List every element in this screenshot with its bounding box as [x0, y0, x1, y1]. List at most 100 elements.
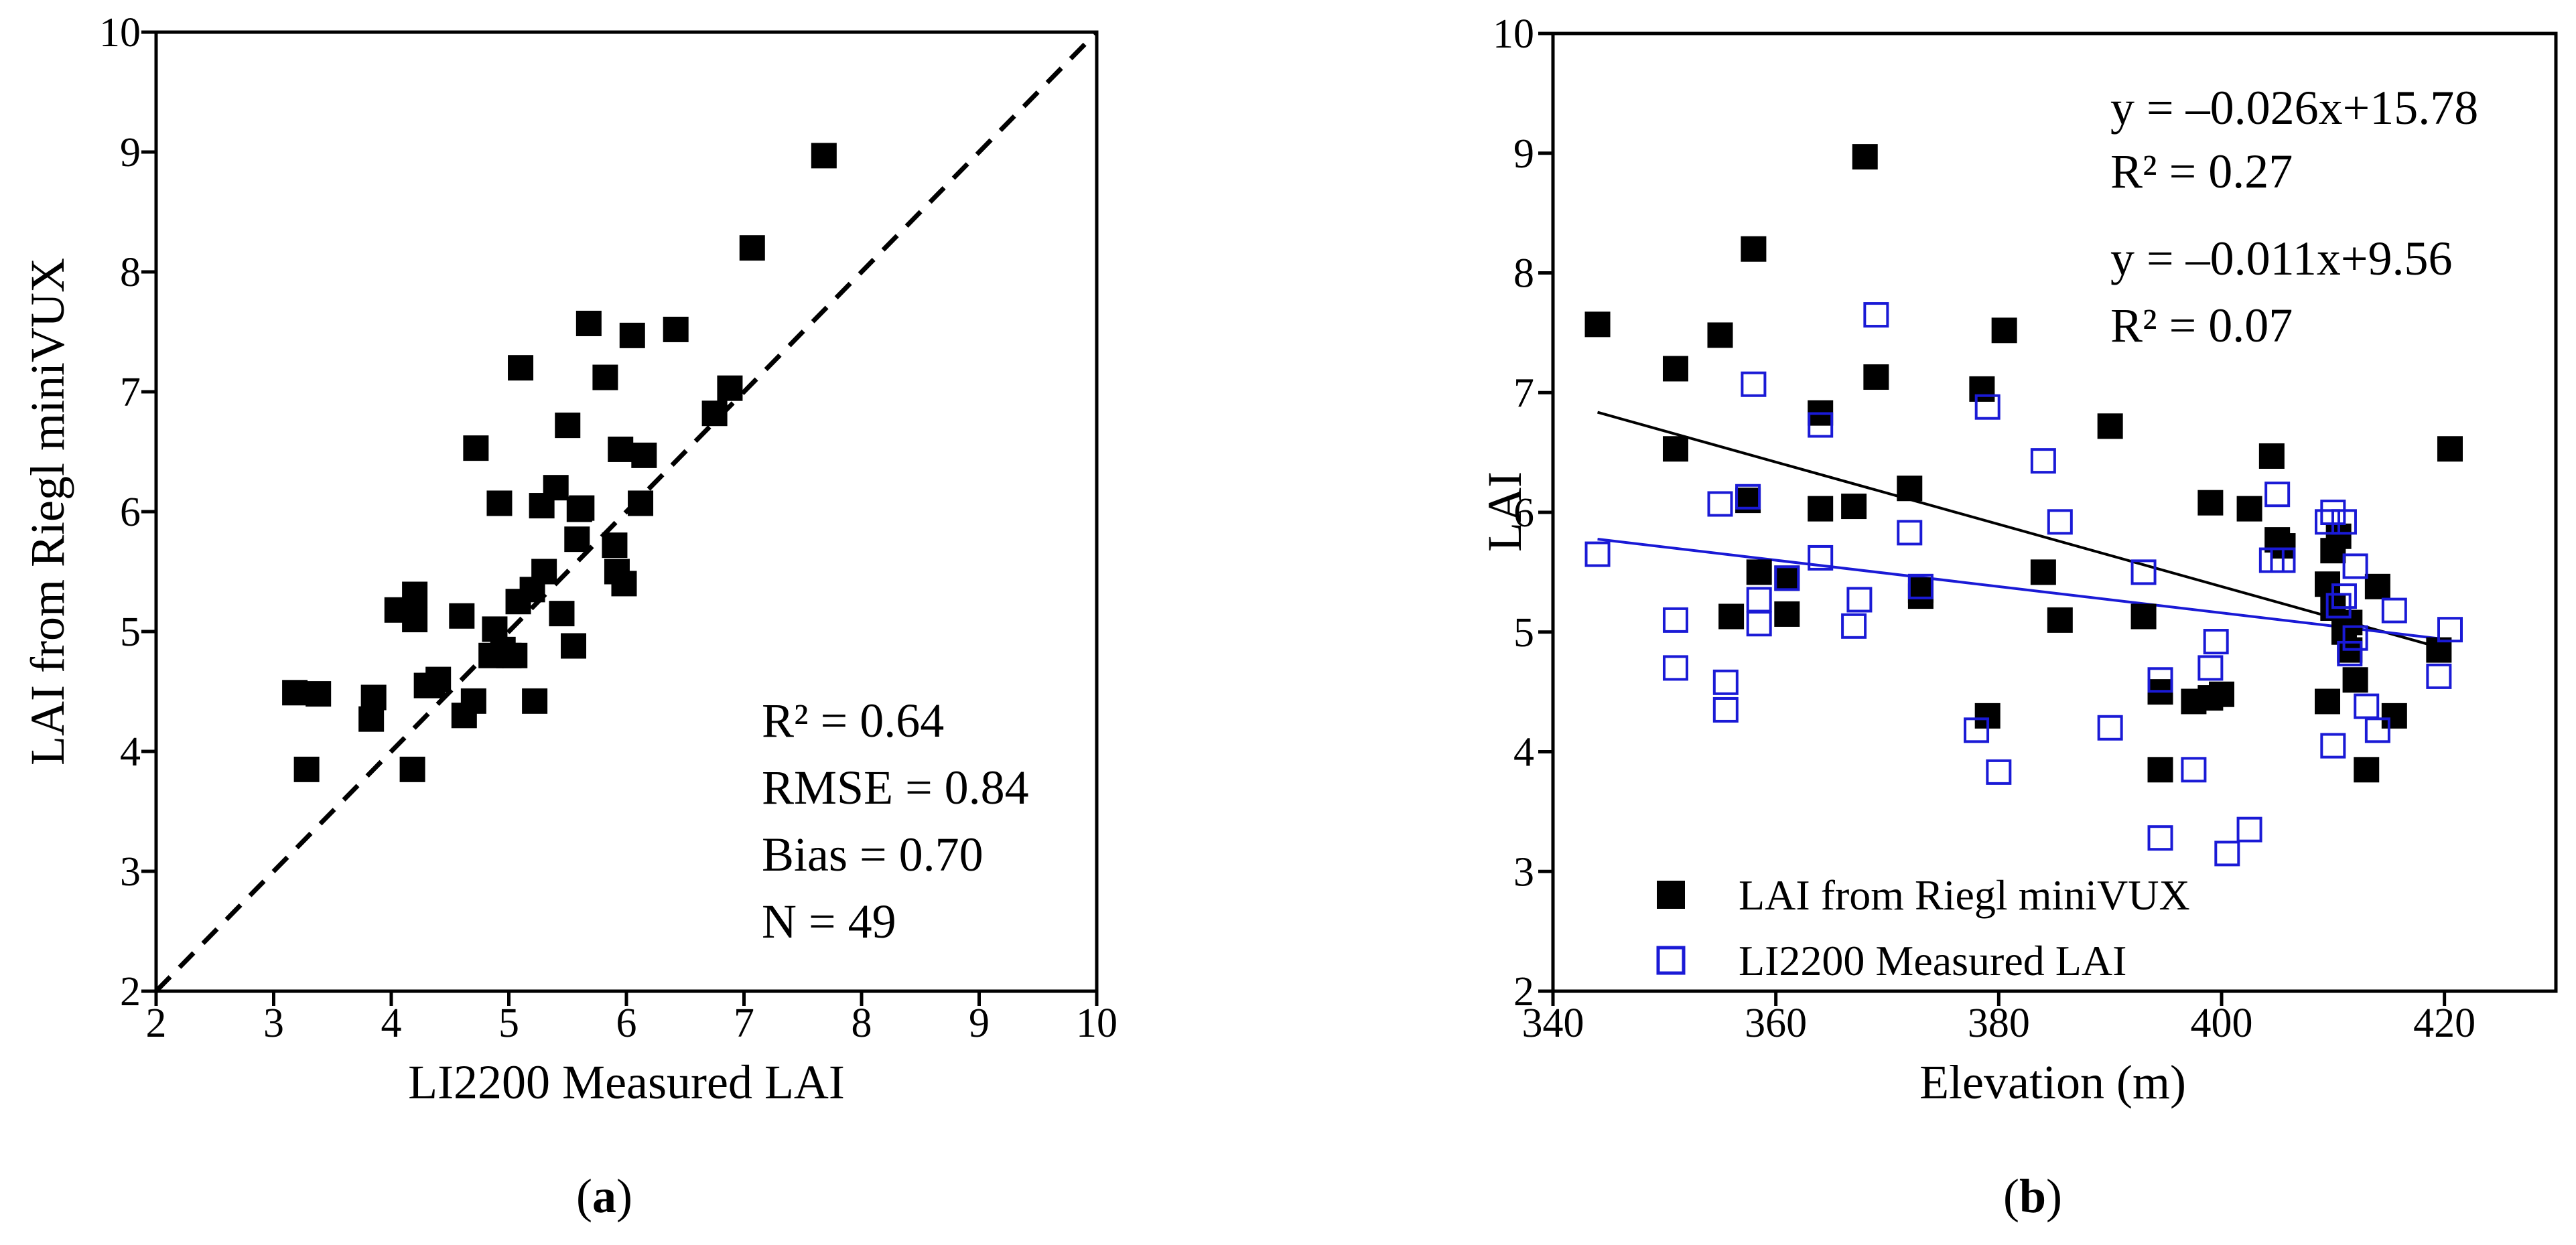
panel-b-x-tick-label: 400	[2191, 1001, 2253, 1046]
panel-b-riegl-point	[2342, 667, 2368, 693]
panel-a-caption: (a)	[576, 1169, 632, 1223]
panel-a-data-point	[561, 633, 587, 659]
panel-b-li2200-fit-equation: y = –0.011x+9.56	[2110, 232, 2453, 285]
panel-a-data-point	[608, 436, 634, 462]
panel-b-li2200-point	[2130, 559, 2157, 585]
panel-a-data-point	[811, 143, 837, 169]
panel-b-riegl-fit-line	[1597, 411, 2445, 650]
panel-a-data-point	[575, 310, 602, 336]
panel-a-data-point	[402, 581, 428, 607]
panel-b-riegl-point	[2147, 757, 2173, 783]
panel-a-data-point	[611, 571, 637, 597]
panel-b-li2200-point	[2181, 757, 2207, 783]
panel-b-li2200-point	[1707, 491, 1733, 517]
panel-b-riegl-point	[1746, 559, 1772, 585]
panel-b-li2200-point	[2426, 663, 2452, 689]
panel-a-data-point	[566, 496, 592, 522]
panel-b-li2200-point	[2315, 509, 2341, 535]
panel-b-y-tick-label: 3	[1513, 849, 1534, 895]
panel-b-li2200-point	[1735, 484, 1761, 510]
panel-a-data-point	[628, 490, 654, 516]
panel-b-y-tick-label: 8	[1513, 251, 1534, 297]
panel-a-data-point	[717, 375, 743, 401]
panel-b-li2200-point	[1741, 371, 1767, 397]
panel-a-data-point	[663, 316, 689, 342]
panel-a-data-point	[496, 642, 522, 668]
panel-b-y-axis-title: LAI	[1478, 471, 1532, 552]
panel-b-x-tick-label: 360	[1745, 1001, 1807, 1046]
panel-b-li2200-point	[2270, 547, 2296, 573]
panel-b-li2200-point	[1746, 587, 1772, 613]
panel-b-riegl-point	[2030, 559, 2056, 585]
panel-a-data-point	[449, 603, 475, 629]
panel-a-data-point	[522, 688, 548, 714]
panel-b-plot-frame	[1551, 31, 2558, 993]
panel-b-li2200-point	[2203, 629, 2229, 655]
legend-li2200-label: LI2200 Measured LAI	[1739, 937, 2126, 984]
panel-b-fit-lines	[1597, 411, 2445, 650]
panel-a-y-axis-title: LAI from Riegl miniVUX	[21, 258, 74, 765]
panel-b-li2200-point	[2214, 840, 2240, 867]
panel-b-li2200-point	[2331, 509, 2357, 535]
panel-b-riegl-point	[2097, 413, 2123, 439]
panel-b-y-ticks: 2 3 4 5 6 7 8 9 10	[1493, 11, 1553, 1015]
panel-b-riegl-point	[1741, 236, 1767, 262]
panel-a-one-to-one-line	[154, 30, 1099, 993]
panel-b-riegl-point	[2236, 496, 2262, 522]
panel-b-li2200-point	[1712, 697, 1739, 723]
panel-a-data-point	[592, 364, 618, 390]
panel-a-data-point	[358, 706, 385, 732]
panel-b-li2200-point	[2325, 593, 2352, 619]
panel-a-y-tick-label: 8	[120, 250, 141, 295]
panel-b-li2200-point	[2342, 625, 2368, 651]
panel-b-li2200-point	[1584, 541, 1611, 567]
panel-a-data-point	[531, 559, 557, 585]
panel-b-riegl-point	[2209, 681, 2234, 707]
panel-b-riegl-point	[1584, 311, 1611, 338]
panel-b-chart: 340 360 380 400 420 2 3 4 5 6 7 8 9 10 Elevation (m)…	[1478, 11, 2558, 1223]
panel-b-x-tick-label: 420	[2413, 1001, 2476, 1046]
panel-b-li2200-fit-r2: R² = 0.07	[2110, 299, 2293, 352]
panel-a-data-point	[602, 532, 628, 559]
panel-b-riegl-point	[1969, 376, 1995, 402]
panel-a-data-point	[543, 475, 569, 501]
panel-b-li2200-point	[1863, 302, 1889, 328]
panel-b-li2200-point	[2342, 553, 2368, 579]
panel-b-riegl-point	[1841, 494, 1867, 520]
panel-b-li2200-point	[1662, 607, 1688, 633]
panel-a-x-tick-label: 2	[146, 1001, 167, 1046]
panel-b-li2200-point	[1897, 520, 1923, 546]
panel-b-y-tick-label: 5	[1513, 610, 1534, 656]
panel-b-riegl-point	[1991, 317, 2017, 344]
panel-b-li2200-point	[1964, 717, 1990, 743]
panel-b-y-tick-label: 7	[1513, 370, 1534, 416]
panel-a-data-point	[619, 322, 645, 348]
panel-b-li2200-point	[1974, 394, 2001, 420]
panel-a-stat-rmse: RMSE = 0.84	[762, 761, 1029, 814]
panel-a-x-axis-title: LI2200 Measured LAI	[408, 1055, 845, 1109]
panel-b-li2200-point	[2047, 509, 2073, 535]
panel-b-riegl-point	[2364, 573, 2390, 599]
panel-b-riegl-point	[1707, 322, 1733, 348]
panel-b-li2200-point	[1662, 655, 1688, 681]
panel-a-stats: R² = 0.64 RMSE = 0.84 Bias = 0.70 N = 49	[762, 694, 1029, 948]
panel-b-li2200-points	[1584, 302, 2463, 867]
panel-b-fit-annotations: y = –0.026x+15.78 R² = 0.27 y = –0.011x+…	[2110, 81, 2478, 352]
panel-b-li2200-point	[2236, 816, 2262, 843]
panel-a-data-point	[460, 688, 486, 714]
panel-a-y-tick-label: 3	[120, 849, 141, 895]
panel-b-y-tick-label: 10	[1493, 11, 1534, 57]
panel-a-points-group	[282, 143, 837, 782]
legend-riegl-marker	[1657, 881, 1685, 909]
panel-b-li2200-point	[2331, 583, 2357, 609]
panel-a-y-tick-label: 2	[120, 969, 141, 1015]
panel-b-riegl-point	[1808, 496, 1834, 522]
panel-a-x-tick-label: 10	[1076, 1001, 1117, 1046]
panel-a-x-tick-label: 6	[616, 1001, 637, 1046]
panel-b-y-tick-label: 6	[1513, 490, 1534, 536]
panel-a-y-tick-label: 9	[120, 130, 141, 175]
panel-b-li2200-point	[2030, 448, 2056, 474]
panel-a-reference-line-group	[154, 30, 1099, 993]
panel-b-riegl-point	[1897, 475, 1923, 502]
